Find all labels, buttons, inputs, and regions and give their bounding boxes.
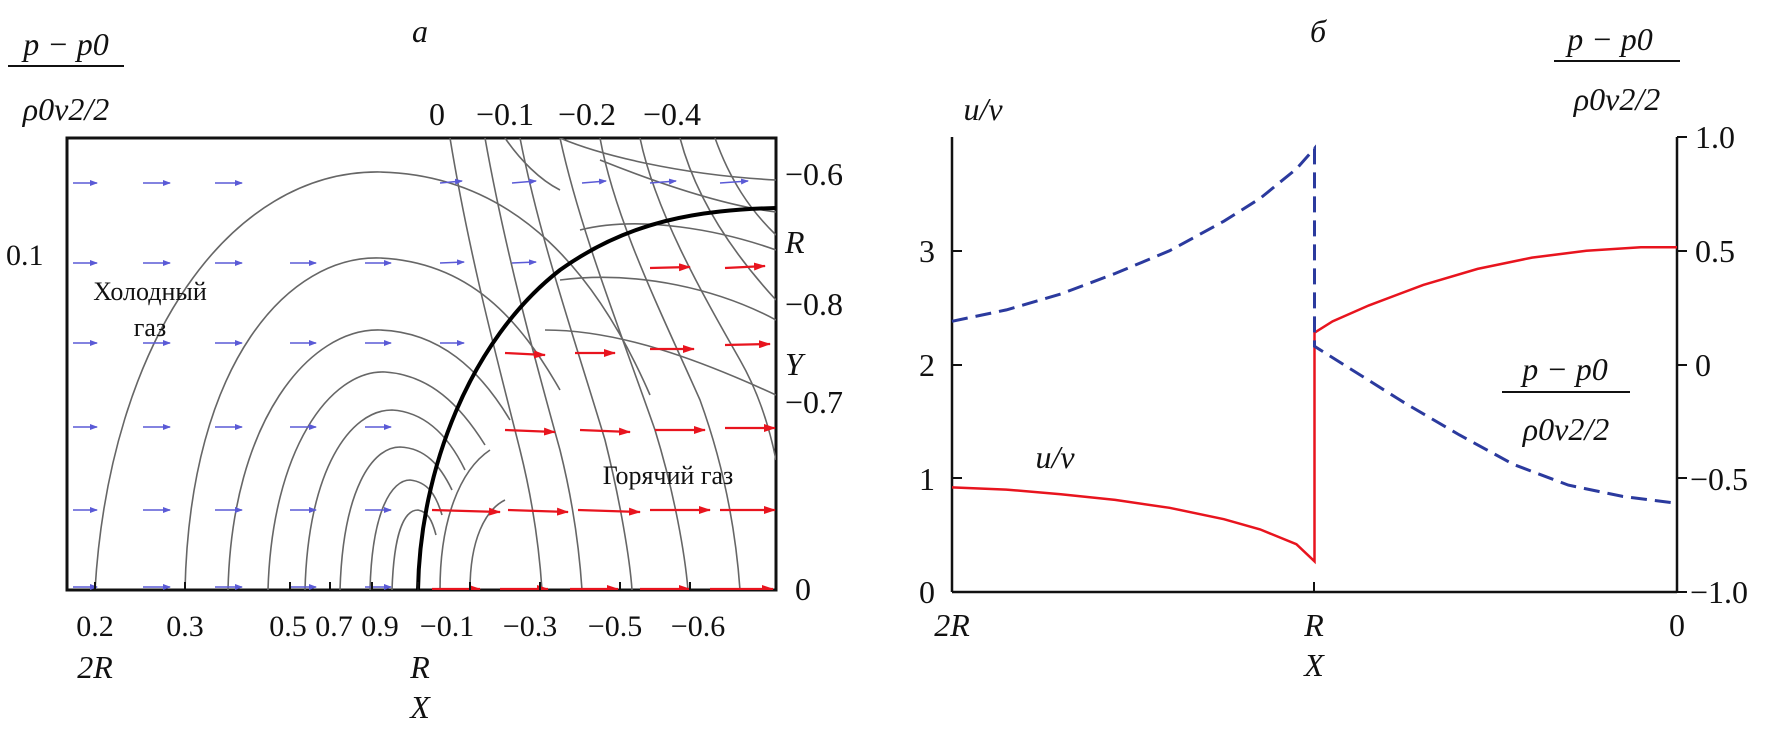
right-axis-title-num: p − p0	[1565, 21, 1653, 57]
bottom-R-label: R	[409, 649, 430, 685]
curve-label-p-num: p − p0	[1520, 351, 1608, 387]
panel-a-plot	[73, 138, 776, 590]
contour-lines	[94, 138, 776, 590]
right-tick-label: −1.0	[1690, 574, 1748, 610]
right-tick-label: −0.5	[1690, 461, 1748, 497]
right-Y-label: Y	[785, 346, 806, 382]
bottom-tick-label: 0.3	[166, 610, 204, 643]
bottom-X-label: X	[408, 689, 431, 725]
top-level-label: 0	[429, 96, 445, 132]
series-u-line	[951, 246, 1677, 565]
right-axis-title-den: ρ0v2/2	[1573, 81, 1660, 117]
front-curve	[416, 206, 776, 590]
bottom-tick-label: −0.1	[420, 610, 474, 643]
panel-a-y-tick: 0.1	[6, 239, 44, 272]
left-tick-label: 2	[919, 347, 935, 383]
bottom-tick-label: 0.7	[315, 610, 353, 643]
hot-gas-vectors	[431, 262, 776, 590]
curve-label-u: u/v	[1035, 439, 1075, 475]
right-level-label: 0	[795, 571, 811, 607]
bottom-tick-label: −0.3	[503, 610, 557, 643]
top-level-label: −0.2	[558, 96, 616, 132]
panel-b: б u/v p − p0 ρ0v2/2 0 1 2 3 1.0 0.	[919, 13, 1748, 683]
left-tick-label: 3	[919, 233, 935, 269]
bottom-tick-label: −0.6	[671, 610, 725, 643]
right-level-label: −0.7	[785, 384, 843, 420]
hot-gas-label: Горячий газ	[603, 461, 734, 490]
bottom-tick-label: −0.5	[588, 610, 642, 643]
panel-b-ticks	[952, 136, 1687, 593]
right-tick-label: 1.0	[1695, 119, 1735, 155]
bottom-tick-label: 0.9	[361, 610, 399, 643]
x-tick-label: R	[1303, 607, 1324, 643]
series-p-line	[951, 144, 1678, 505]
panel-a-ylabel-den: ρ0v2/2	[22, 91, 109, 127]
right-R-label: R	[784, 224, 805, 260]
cold-gas-label: газ	[134, 313, 166, 342]
left-tick-label: 1	[919, 461, 935, 497]
bottom-tick-label: 0.5	[269, 610, 307, 643]
panel-a-frame	[65, 136, 778, 592]
panel-a-letter: а	[412, 13, 428, 49]
left-tick-label: 0	[919, 574, 935, 610]
x-axis-label: X	[1302, 647, 1325, 683]
panel-b-letter: б	[1310, 13, 1327, 49]
cold-gas-label: Холодный	[93, 277, 207, 306]
right-level-label: −0.6	[785, 156, 843, 192]
cold-gas-vectors	[73, 178, 749, 590]
right-tick-label: 0.5	[1695, 233, 1735, 269]
panel-a-bottom-ticks	[94, 582, 691, 590]
right-tick-label: 0	[1695, 347, 1711, 383]
right-level-label: −0.8	[785, 286, 843, 322]
top-level-label: −0.4	[643, 96, 701, 132]
curve-label-p-den: ρ0v2/2	[1522, 411, 1609, 447]
panel-a-ylabel-num: p − p0	[21, 26, 109, 62]
top-level-label: −0.1	[476, 96, 534, 132]
bottom-2R-label: 2R	[77, 649, 113, 685]
left-axis-title: u/v	[963, 91, 1003, 127]
panel-a: а p − p0 ρ0v2/2 0.1	[6, 13, 843, 725]
x-tick-label: 0	[1669, 607, 1685, 643]
bottom-tick-label: 0.2	[76, 610, 114, 643]
x-tick-label: 2R	[934, 607, 970, 643]
